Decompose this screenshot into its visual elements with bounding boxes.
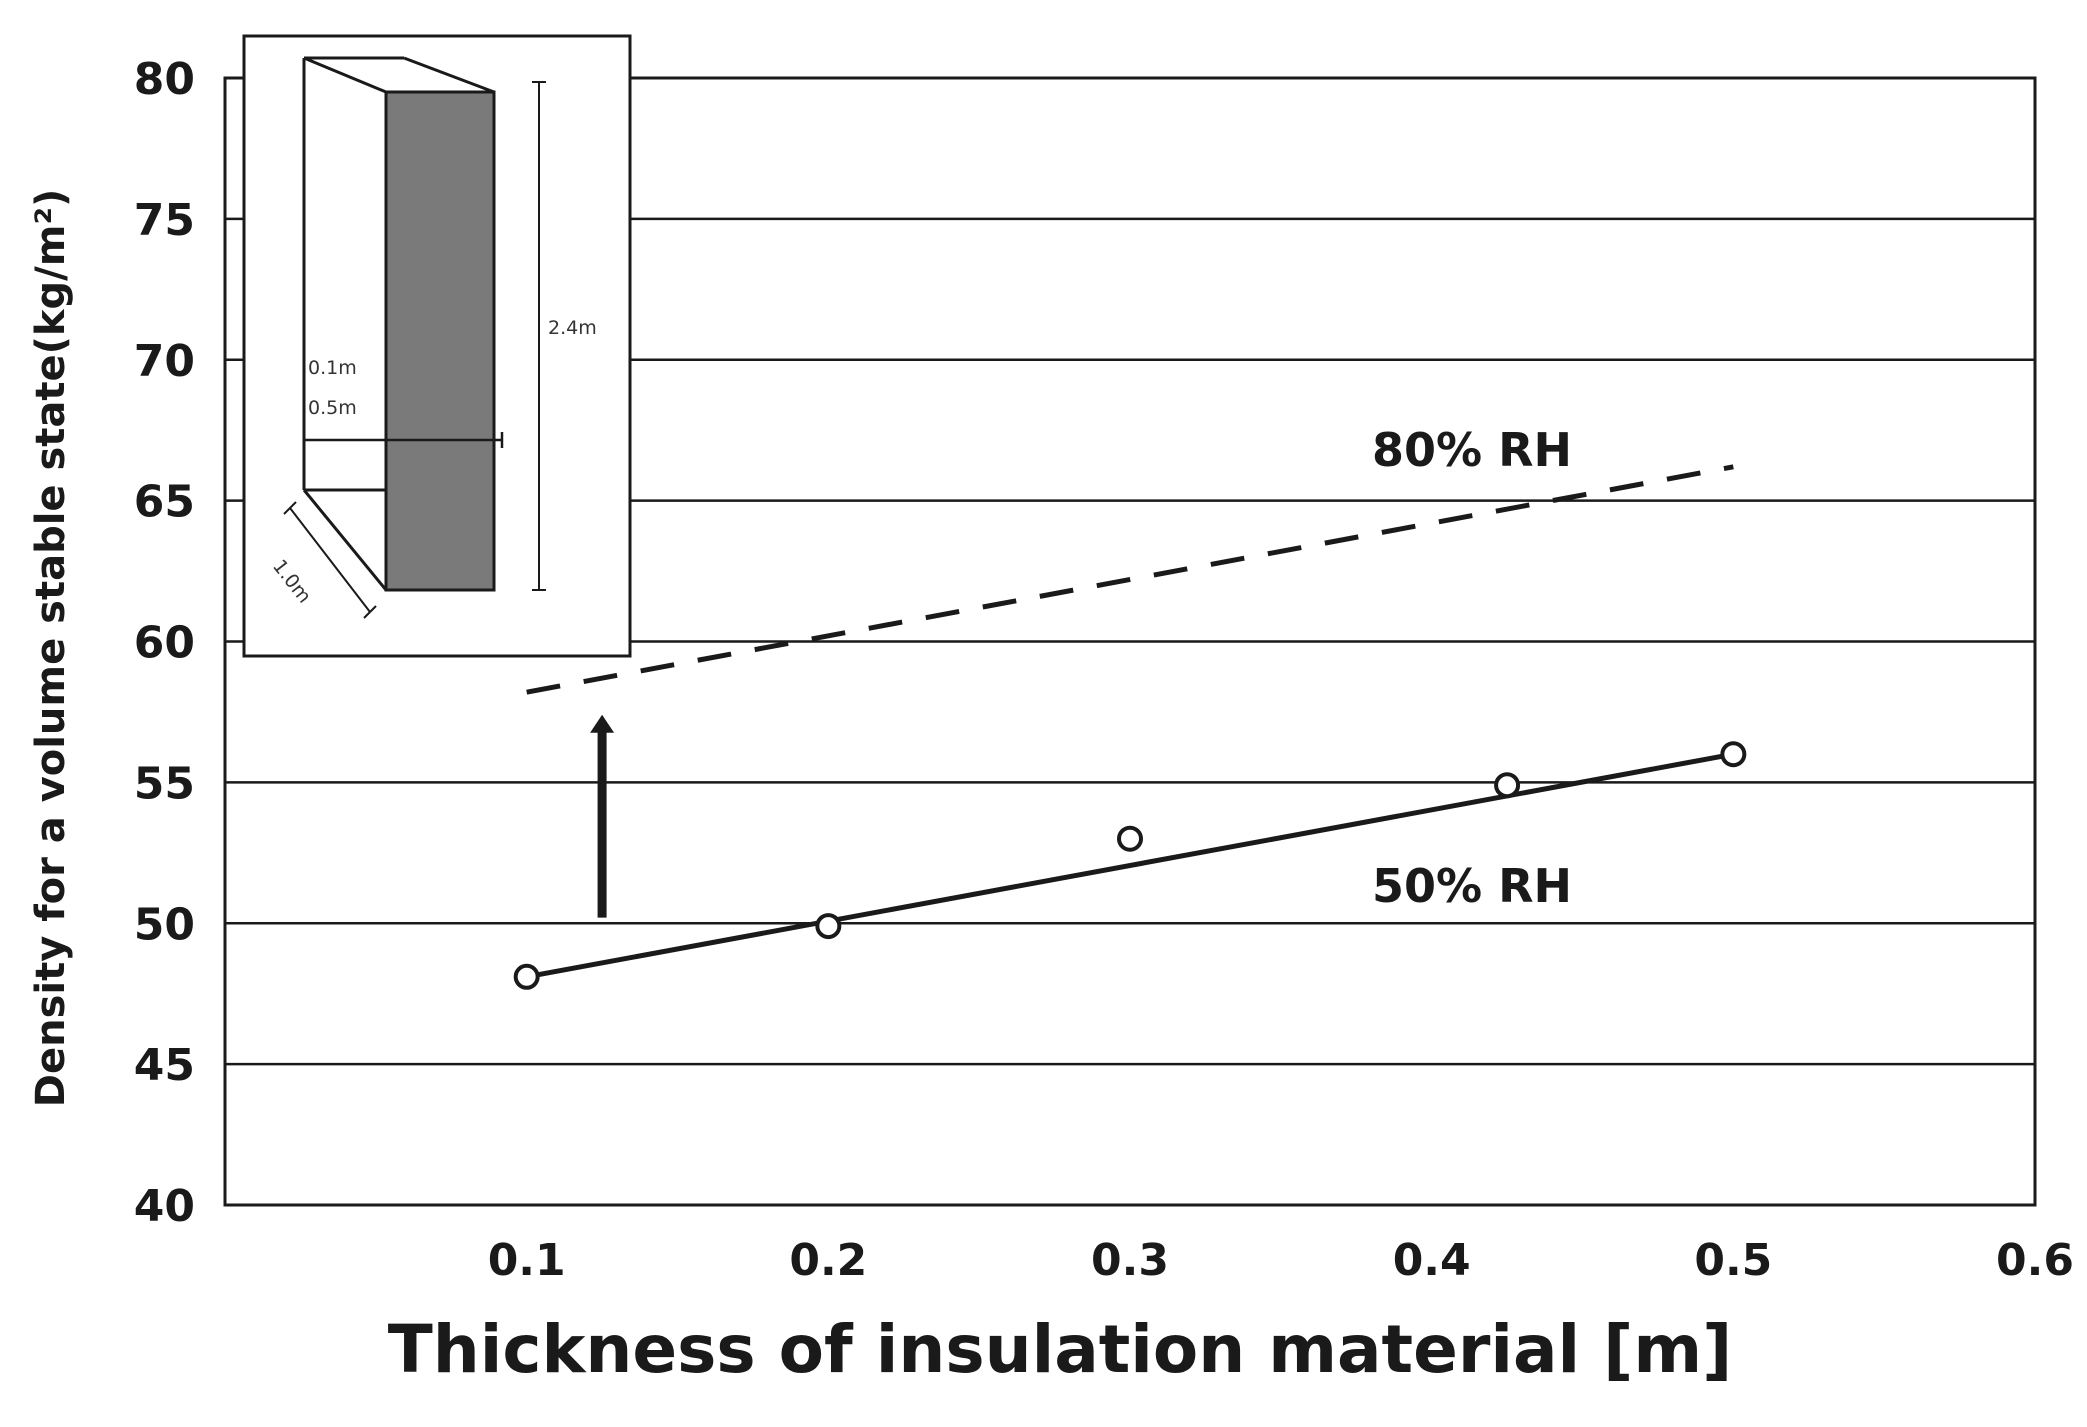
series-layer: 50% RH 80% RH: [513, 423, 1747, 990]
y-tick-label: 75: [134, 195, 195, 246]
plot-frame: [223, 76, 2037, 1207]
inset-label-width: 0.5m: [308, 397, 357, 419]
x-tick-label: 0.3: [1091, 1235, 1169, 1286]
x-tick-label: 0.6: [1996, 1235, 2074, 1286]
data-point: [1720, 741, 1747, 768]
x-axis-label: Thickness of insulation material [m]: [388, 1311, 1733, 1388]
inset-insulation-block: [384, 90, 496, 592]
y-tick-label: 40: [134, 1181, 195, 1232]
data-point: [1117, 825, 1143, 852]
y-axis-label: Density for a volume stable state(kg/m²): [28, 189, 74, 1107]
y-tick-label: 45: [134, 1040, 195, 1091]
arrow-head: [590, 714, 615, 733]
inset-prism: [283, 56, 546, 619]
data-point: [1494, 772, 1521, 799]
series-line-80rh: [526, 464, 1734, 695]
y-tick-label: 70: [134, 336, 195, 387]
series-line-50rh: [526, 751, 1734, 980]
x-tick-label: 0.4: [1393, 1235, 1471, 1286]
y-axis-ticks: 40 45 50 55 60 65 70 75 80: [134, 54, 195, 1232]
y-tick-label: 65: [134, 477, 195, 528]
inset-diagram: 0.1m 0.5m 2.4m 1.0m: [242, 34, 632, 658]
y-tick-label: 60: [134, 618, 195, 669]
inset-label-thickness: 0.1m: [308, 357, 357, 379]
x-tick-label: 0.1: [488, 1235, 566, 1286]
x-tick-label: 0.5: [1694, 1235, 1772, 1286]
y-tick-label: 55: [134, 758, 195, 809]
x-axis-ticks: 0.1 0.2 0.3 0.4 0.5 0.6: [488, 1235, 2074, 1286]
data-point: [513, 963, 540, 990]
y-tick-label: 50: [134, 899, 195, 950]
series-label-50rh: 50% RH: [1372, 859, 1572, 913]
series-label-80rh: 80% RH: [1372, 423, 1572, 477]
data-point: [815, 913, 842, 940]
x-tick-label: 0.2: [789, 1235, 867, 1286]
y-tick-label: 80: [134, 54, 195, 105]
inset-label-height: 2.4m: [548, 317, 597, 339]
